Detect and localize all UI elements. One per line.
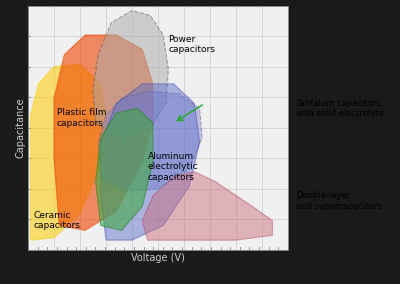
- Text: Ceramic
capacitors: Ceramic capacitors: [33, 211, 80, 230]
- Text: Plastic film
capacitors: Plastic film capacitors: [57, 108, 106, 128]
- Polygon shape: [96, 108, 153, 230]
- Polygon shape: [101, 84, 200, 240]
- Text: Tantalum capacitors
with solid electrolyte: Tantalum capacitors with solid electroly…: [296, 99, 384, 118]
- X-axis label: Voltage (V): Voltage (V): [131, 253, 185, 263]
- Polygon shape: [142, 172, 272, 240]
- Polygon shape: [93, 11, 168, 137]
- Y-axis label: Capacitance: Capacitance: [15, 97, 25, 158]
- Polygon shape: [98, 91, 202, 191]
- Polygon shape: [54, 35, 153, 230]
- Polygon shape: [31, 64, 106, 240]
- Text: Double-layer
and supercapacitors: Double-layer and supercapacitors: [296, 191, 382, 211]
- Text: Power
capacitors: Power capacitors: [168, 35, 215, 55]
- Text: Aluminum
electrolytic
capacitors: Aluminum electrolytic capacitors: [148, 152, 198, 182]
